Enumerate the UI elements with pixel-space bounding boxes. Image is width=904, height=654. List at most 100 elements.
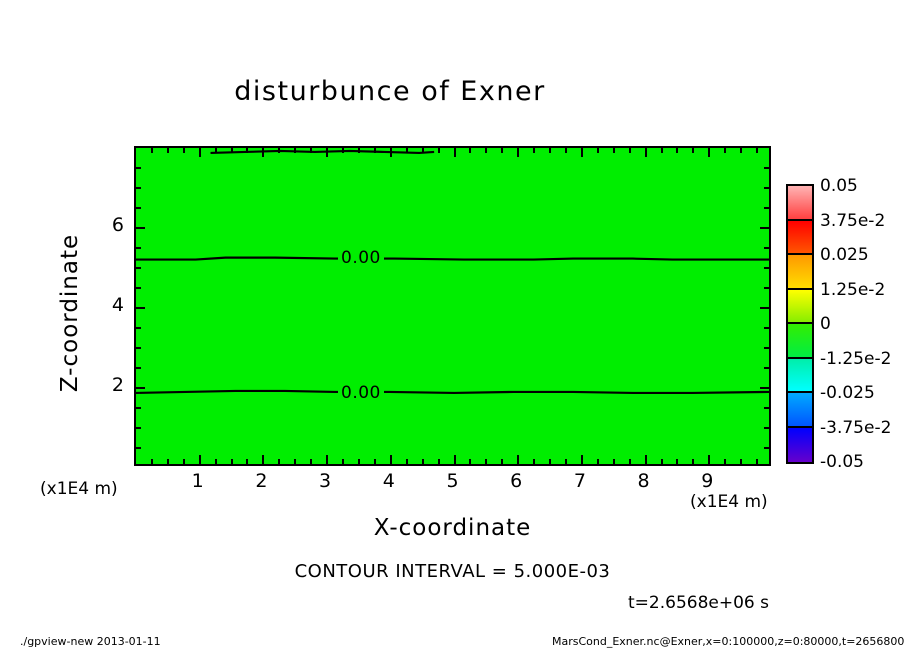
x-tick-label: 4 [382,470,395,492]
colorbar-band [788,289,812,324]
x-tick-major-top [326,148,329,157]
x-tick-minor [676,459,679,464]
x-tick-minor-top [405,148,408,153]
x-tick-minor [294,459,297,464]
x-tick-minor [357,459,360,464]
y-tick-minor [136,427,141,429]
x-axis-unit-right: (x1E4 m) [690,492,768,512]
x-tick-minor [564,459,567,464]
x-tick-minor-top [342,148,345,153]
x-tick-minor [612,459,615,464]
x-tick-minor-top [246,148,249,153]
colorbar-band [788,393,812,428]
x-tick-minor-top [278,148,281,153]
x-tick-label: 3 [319,470,332,492]
x-tick-minor-top [692,148,695,153]
x-tick-minor [628,459,631,464]
x-tick-major [262,455,265,464]
y-tick-minor [136,447,141,449]
y-tick-minor [136,347,141,349]
x-tick-minor [421,459,424,464]
colorbar-tick-label: 3.75e-2 [820,210,886,231]
colorbar-band [788,358,812,393]
x-tick-major-top [644,148,647,157]
y-tick-minor-right [764,407,769,409]
x-tick-minor [724,459,727,464]
x-tick-minor [469,459,472,464]
x-tick-minor [278,459,281,464]
y-tick-minor [136,207,141,209]
colorbar-band [788,255,812,290]
x-tick-minor-top [214,148,217,153]
contour-line-top [210,149,435,155]
y-tick-minor-right [764,367,769,369]
x-tick-major [389,455,392,464]
page-title: disturbunce of Exner [234,76,546,107]
x-tick-minor [533,459,536,464]
x-tick-major-top [453,148,456,157]
x-tick-minor-top [182,148,185,153]
x-tick-minor [485,459,488,464]
x-axis-title: X-coordinate [373,515,532,541]
x-tick-major [517,455,520,464]
colorbar-tick-label: -0.025 [820,383,875,403]
contour-plot-area: 0.00 0.00 [134,146,771,466]
y-tick-major-right [760,227,769,229]
x-tick-minor [166,459,169,464]
x-tick-major [708,455,711,464]
y-tick-minor-right [764,187,769,189]
x-tick-label: 6 [510,470,523,492]
contour-interval-annotation: CONTOUR INTERVAL = 5.000E-03 [294,561,611,582]
contour-field [136,148,769,464]
y-tick-minor-right [764,167,769,169]
y-tick-major [136,227,145,229]
x-tick-minor-top [437,148,440,153]
y-tick-minor [136,287,141,289]
x-tick-major [580,455,583,464]
x-tick-minor-top [564,148,567,153]
y-tick-minor-right [764,287,769,289]
y-tick-minor-right [764,247,769,249]
x-tick-minor [660,459,663,464]
x-tick-label: 2 [255,470,268,492]
y-tick-minor [136,167,141,169]
x-tick-minor [310,459,313,464]
x-tick-major-top [262,148,265,157]
y-tick-minor [136,367,141,369]
contour-label-lower: 0.00 [338,383,384,403]
x-tick-minor-top [549,148,552,153]
x-tick-minor-top [612,148,615,153]
x-tick-minor-top [660,148,663,153]
x-tick-major-top [517,148,520,157]
y-tick-major-right [760,387,769,389]
x-tick-minor [596,459,599,464]
x-tick-minor [740,459,743,464]
colorbar-tick-label: 1.25e-2 [820,279,886,300]
x-tick-major-top [580,148,583,157]
x-tick-minor-top [357,148,360,153]
footer-dataset-info: MarsCond_Exner.nc@Exner,x=0:100000,z=0:8… [552,635,904,648]
y-tick-minor [136,327,141,329]
x-tick-minor [246,459,249,464]
x-tick-minor-top [230,148,233,153]
colorbar-band [788,186,812,221]
colorbar [786,184,814,464]
contour-line-upper [136,256,769,261]
x-tick-minor [549,459,552,464]
x-tick-minor-top [533,148,536,153]
time-stamp-annotation: t=2.6568e+06 s [628,593,769,613]
x-tick-major [644,455,647,464]
x-tick-major [198,455,201,464]
x-tick-minor [692,459,695,464]
y-tick-minor-right [764,447,769,449]
y-tick-minor [136,187,141,189]
x-tick-minor [230,459,233,464]
x-tick-minor [756,459,759,464]
colorbar-tick-label: -0.05 [820,452,864,472]
y-tick-minor [136,267,141,269]
y-axis-title: Z-coordinate [57,233,83,393]
y-tick-minor-right [764,427,769,429]
x-tick-label: 5 [446,470,459,492]
colorbar-band [788,220,812,255]
x-tick-minor-top [596,148,599,153]
